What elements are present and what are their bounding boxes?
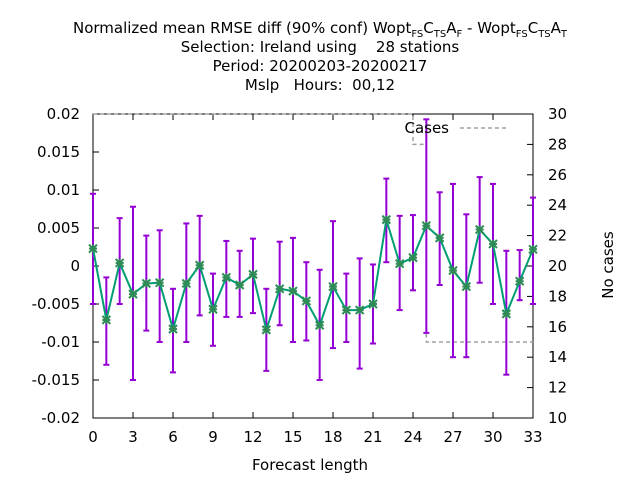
data-point xyxy=(301,296,312,306)
title-sub-4: FS xyxy=(515,29,528,40)
x-tick-label: 6 xyxy=(168,428,178,446)
data-point xyxy=(314,320,325,330)
mean-series xyxy=(88,214,538,335)
data-point xyxy=(461,281,472,292)
title-sub-3: F xyxy=(456,29,463,40)
data-point xyxy=(328,281,338,292)
data-point xyxy=(341,305,352,315)
data-point xyxy=(474,224,485,235)
data-point xyxy=(354,305,365,315)
error-bars xyxy=(90,118,536,381)
chart-title-line-2: Selection: Ireland using 28 stations xyxy=(180,38,460,56)
x-tick-label: 30 xyxy=(483,428,502,446)
data-point xyxy=(448,265,458,276)
x-axis-label: Forecast length xyxy=(252,456,368,474)
title-sub-6: T xyxy=(560,29,568,40)
data-point xyxy=(434,233,445,243)
y2-tick-label: 16 xyxy=(548,318,567,336)
y2-axis-label: No cases xyxy=(599,231,617,299)
cases-line xyxy=(93,113,533,343)
y-tick-label: -0.005 xyxy=(32,295,80,313)
title-sep: - Wopt xyxy=(462,19,516,37)
y2-tick-label: 14 xyxy=(548,348,567,366)
data-point xyxy=(88,243,98,254)
data-point xyxy=(168,324,178,334)
data-point xyxy=(394,259,405,269)
data-point xyxy=(101,315,112,325)
y2-tick-label: 26 xyxy=(548,166,567,184)
cases-series xyxy=(93,113,533,343)
data-point xyxy=(274,284,285,294)
y2-tick-label: 28 xyxy=(548,135,567,153)
title-sub-5: TS xyxy=(538,29,551,40)
x-tick-label: 21 xyxy=(363,428,382,446)
y2-tick-label: 12 xyxy=(548,379,567,397)
title-mid-3: C xyxy=(527,19,539,37)
data-point xyxy=(221,272,232,283)
tick-labels: 0 3 6 9 12 15 18 21 24 27 30 330.020.0150.010.0050-… xyxy=(32,105,567,446)
y2-tick-label: 30 xyxy=(548,105,567,123)
data-point xyxy=(288,286,298,296)
chart-title-line-4: Mslp Hours: 00,12 xyxy=(244,76,396,94)
chart-title-line-3: Period: 20200203-20200217 xyxy=(212,57,428,75)
data-point xyxy=(234,280,245,290)
data-point xyxy=(114,258,125,268)
title-sub-1: FS xyxy=(411,29,424,40)
x-tick-label: 24 xyxy=(403,428,422,446)
y2-tick-label: 20 xyxy=(548,257,567,275)
x-tick-label: 27 xyxy=(443,428,462,446)
x-tick-label: 15 xyxy=(283,428,302,446)
chart-title-line-1: Normalized mean RMSE diff (90% conf) Wop… xyxy=(0,19,640,44)
y-tick-label: -0.02 xyxy=(41,409,80,427)
y-tick-label: 0.015 xyxy=(37,143,80,161)
data-point xyxy=(381,214,392,225)
data-point xyxy=(128,289,138,299)
y-tick-label: 0.02 xyxy=(47,105,80,123)
y2-tick-label: 22 xyxy=(548,227,567,245)
y-tick-label: 0.01 xyxy=(47,181,80,199)
data-point xyxy=(154,278,165,288)
x-tick-label: 12 xyxy=(243,428,262,446)
legend: Cases xyxy=(404,119,506,137)
data-point xyxy=(408,252,418,263)
y2-tick-label: 10 xyxy=(548,409,567,427)
title-mid-1: C xyxy=(423,19,434,37)
title-mid-4: A xyxy=(550,19,561,37)
y2-tick-label: 24 xyxy=(548,196,567,214)
y2-tick-label: 18 xyxy=(548,287,567,305)
y-tick-label: -0.015 xyxy=(32,371,80,389)
y-tick-label: 0 xyxy=(70,257,80,275)
data-point xyxy=(181,278,192,289)
data-point xyxy=(421,221,432,231)
title-main: Normalized mean RMSE diff (90% conf) Wop… xyxy=(72,19,412,37)
data-point xyxy=(528,244,538,254)
data-point xyxy=(488,239,498,249)
x-tick-label: 18 xyxy=(323,428,342,446)
data-point xyxy=(261,325,272,335)
data-point xyxy=(514,276,525,286)
y-tick-label: 0.005 xyxy=(37,219,80,237)
x-tick-label: 0 xyxy=(88,428,98,446)
data-point xyxy=(141,278,152,289)
data-point xyxy=(194,260,205,270)
title-sub-2: TS xyxy=(433,29,447,40)
data-point xyxy=(501,309,512,319)
legend-label: Cases xyxy=(404,119,449,137)
x-tick-label: 3 xyxy=(128,428,138,446)
mean-line xyxy=(92,219,534,334)
title-mid-2: A xyxy=(446,19,457,37)
data-point xyxy=(368,299,378,309)
x-tick-label: 9 xyxy=(208,428,218,446)
data-point xyxy=(208,304,218,315)
x-tick-label: 33 xyxy=(523,428,542,446)
data-point xyxy=(248,269,258,280)
y-tick-label: -0.01 xyxy=(41,333,80,351)
